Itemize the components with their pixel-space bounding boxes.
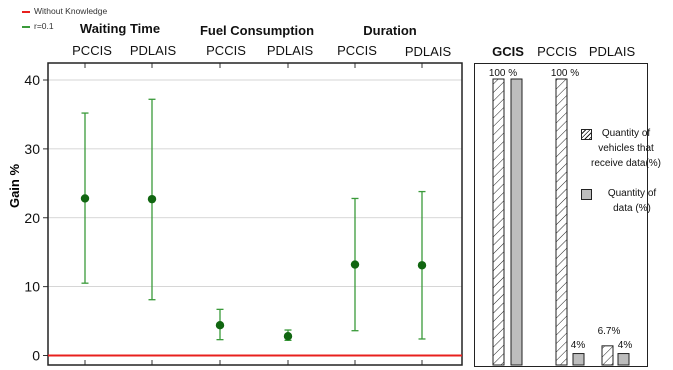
bar-vehicles: [492, 78, 505, 366]
right-panel-frame: [474, 63, 648, 367]
method-label-duration-pdlais: PDLAIS: [404, 44, 452, 59]
bar-vehicles: [555, 78, 568, 366]
bar-data-label: 100 %: [489, 68, 517, 79]
legend-swatch-vehicles: [581, 129, 592, 140]
mean-marker: [80, 194, 90, 203]
method-label-right-pccis: PCCIS: [537, 44, 577, 59]
legend-label-r01: r=0.1: [34, 21, 54, 31]
y-tick-label: 30: [24, 141, 40, 157]
mean-marker: [283, 332, 293, 341]
bar-data-label: 6.7%: [598, 326, 621, 337]
group-title-fuel-consumption: Fuel Consumption: [199, 23, 315, 38]
group-title-waiting-time: Waiting Time: [79, 21, 161, 36]
mean-marker: [350, 260, 360, 269]
y-tick-label: 40: [24, 72, 40, 88]
method-label-right-pdlais: PDLAIS: [588, 44, 636, 59]
method-label-duration-pccis: PCCIS: [337, 43, 377, 58]
legend-label-without-knowledge: Without Knowledge: [34, 6, 108, 16]
bar-area: 100 % 100 % 4% 6.7% 4%: [489, 68, 633, 366]
bar-data-label: 4%: [571, 340, 586, 351]
plot-area: 0 10 20 30 40: [24, 62, 463, 366]
legend-label-vehicles: Quantity of vehicles that receive data(%…: [590, 128, 662, 169]
y-tick-label: 20: [24, 210, 40, 226]
mean-marker: [417, 261, 427, 270]
legend-swatch-data: [581, 189, 592, 200]
legend-swatch-r01: [22, 26, 30, 28]
bar-data: [572, 353, 585, 366]
legend-label-data: Quantity of data (%): [607, 188, 657, 214]
mean-marker: [215, 320, 225, 330]
method-label-waiting-pdlais: PDLAIS: [129, 43, 177, 58]
mean-marker: [147, 194, 157, 204]
method-label-waiting-pccis: PCCIS: [72, 43, 112, 58]
y-tick-label: 10: [24, 279, 40, 295]
method-label-fuel-pccis: PCCIS: [206, 43, 246, 58]
method-label-gcis: GCIS: [492, 44, 524, 59]
bar-vehicles: [601, 345, 614, 366]
plot-frame: [47, 62, 463, 366]
bar-data: [617, 353, 630, 366]
method-label-fuel-pdlais: PDLAIS: [266, 43, 314, 58]
bar-data: [510, 78, 523, 366]
group-title-duration: Duration: [363, 23, 417, 38]
legend-swatch-without-knowledge: [22, 11, 30, 13]
bar-data-label: 4%: [618, 340, 633, 351]
y-tick-label: 0: [32, 348, 40, 364]
y-axis-label: Gain %: [7, 164, 22, 209]
bar-data-label: 100 %: [551, 68, 579, 79]
